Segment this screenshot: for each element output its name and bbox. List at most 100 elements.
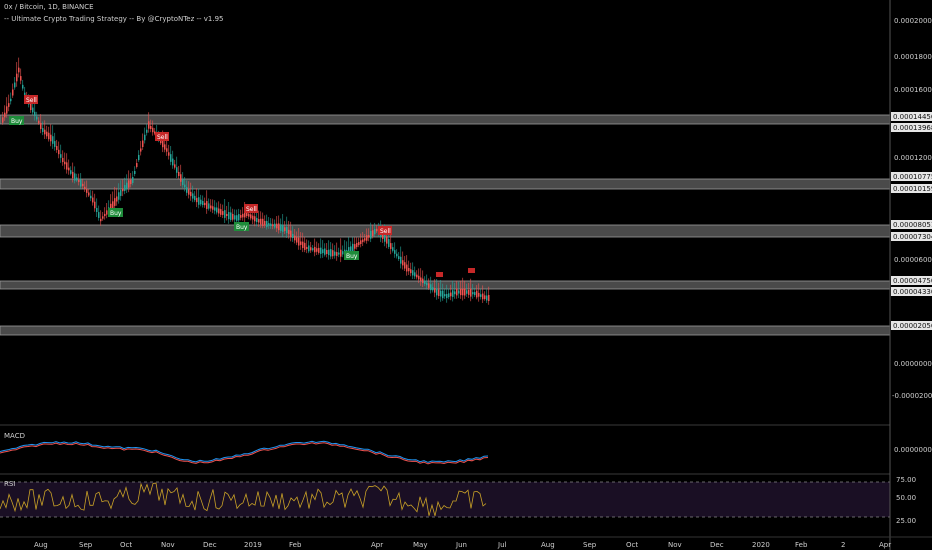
svg-text:Sell: Sell — [380, 228, 391, 235]
candle-body — [412, 270, 414, 276]
time-tick: 2020 — [752, 541, 770, 549]
candle-body — [424, 280, 426, 285]
candle-body — [30, 102, 32, 111]
candle-body — [476, 290, 478, 298]
candle-body — [254, 216, 256, 222]
indicator-subtitle: -- Ultimate Crypto Trading Strategy -- B… — [4, 15, 224, 23]
candle-body — [136, 163, 138, 167]
candle-body — [182, 178, 184, 186]
candle-body — [62, 157, 64, 163]
candle-body — [110, 203, 112, 212]
candle-body — [456, 288, 458, 296]
zone-label-bottom: 0.00013968 — [893, 124, 932, 132]
time-tick: Nov — [668, 541, 682, 549]
candle-body — [178, 171, 180, 177]
candle-body — [112, 201, 114, 209]
zone-label-top: 0.00010775 — [893, 173, 932, 181]
candle-body — [386, 236, 388, 244]
candle-body — [384, 234, 386, 242]
time-tick: 2 — [841, 541, 845, 549]
candle-body — [232, 213, 234, 220]
candle-body — [216, 207, 218, 213]
candle-body — [390, 243, 392, 249]
macd-line — [0, 440, 489, 463]
candle-body — [82, 183, 84, 187]
candle-body — [40, 122, 42, 130]
candle-body — [204, 202, 206, 206]
candle-body — [258, 219, 260, 223]
candle-body — [104, 213, 106, 217]
rsi-level-label: 75.00 — [896, 476, 916, 484]
candle-body — [96, 207, 98, 213]
candle-body — [466, 290, 468, 294]
candle-body — [298, 237, 300, 246]
candle-body — [294, 235, 296, 241]
candle-body — [410, 269, 412, 274]
candle-body — [324, 248, 326, 255]
rsi-label: RSI — [4, 480, 15, 488]
time-tick: Feb — [289, 541, 302, 549]
support-resistance-zones — [0, 114, 891, 336]
candle-body — [92, 197, 94, 203]
candle-body — [48, 132, 50, 140]
candle-body — [448, 293, 450, 298]
candle-body — [314, 246, 316, 253]
time-tick: Apr — [371, 541, 383, 549]
candle-body — [172, 158, 174, 166]
candle-body — [400, 256, 402, 264]
zone-4 — [0, 280, 891, 290]
candle-body — [404, 262, 406, 269]
candle-body — [350, 246, 352, 252]
candle-body — [484, 295, 486, 300]
candle-body — [300, 241, 302, 245]
candle-body — [120, 190, 122, 196]
zone-label-top: 0.00014456 — [893, 113, 932, 121]
candle-body — [122, 188, 124, 192]
candle-body — [194, 195, 196, 201]
candle-body — [242, 213, 244, 218]
time-tick: Dec — [710, 541, 724, 549]
candle-body — [186, 187, 188, 193]
candle-body — [306, 246, 308, 250]
candle-body — [244, 212, 246, 218]
macd-axis-label: 0.00000000 — [894, 446, 932, 454]
candle-body — [444, 294, 446, 297]
candle-body — [246, 211, 248, 217]
candle-body — [70, 170, 72, 174]
macd-label: MACD — [4, 432, 25, 440]
small-sell-marker-1 — [436, 272, 443, 277]
rsi-level-label: 50.00 — [896, 494, 916, 502]
candle-body — [56, 146, 58, 150]
candle-body — [428, 283, 430, 288]
candle-body — [44, 129, 46, 135]
candle-body — [10, 98, 12, 102]
candle-body — [126, 182, 128, 190]
time-axis[interactable]: Aug Sep Oct Nov Dec 2019 Feb Apr May Jun… — [0, 536, 932, 549]
candle-body — [262, 218, 264, 226]
candle-body — [200, 199, 202, 205]
candle-body — [224, 210, 226, 218]
candle-body — [130, 179, 132, 185]
candle-body — [4, 112, 6, 118]
time-tick: Dec — [203, 541, 217, 549]
signal-sell-4: Sell — [378, 226, 392, 235]
candle-body — [100, 218, 102, 222]
candle-body — [416, 274, 418, 278]
candle-body — [128, 180, 130, 188]
candle-body — [376, 228, 378, 232]
candle-body — [84, 186, 86, 190]
candle-body — [392, 247, 394, 251]
time-tick: May — [413, 541, 427, 549]
candle-body — [212, 206, 214, 210]
candle-body — [310, 247, 312, 251]
candle-body — [396, 253, 398, 257]
candle-body — [58, 149, 60, 155]
candle-body — [478, 292, 480, 297]
zone-label-top: 0.00004750 — [893, 277, 932, 285]
signal-buy-4: Buy — [344, 251, 359, 260]
candle-body — [106, 210, 108, 215]
candle-body — [282, 225, 284, 232]
candle-body — [162, 140, 164, 148]
